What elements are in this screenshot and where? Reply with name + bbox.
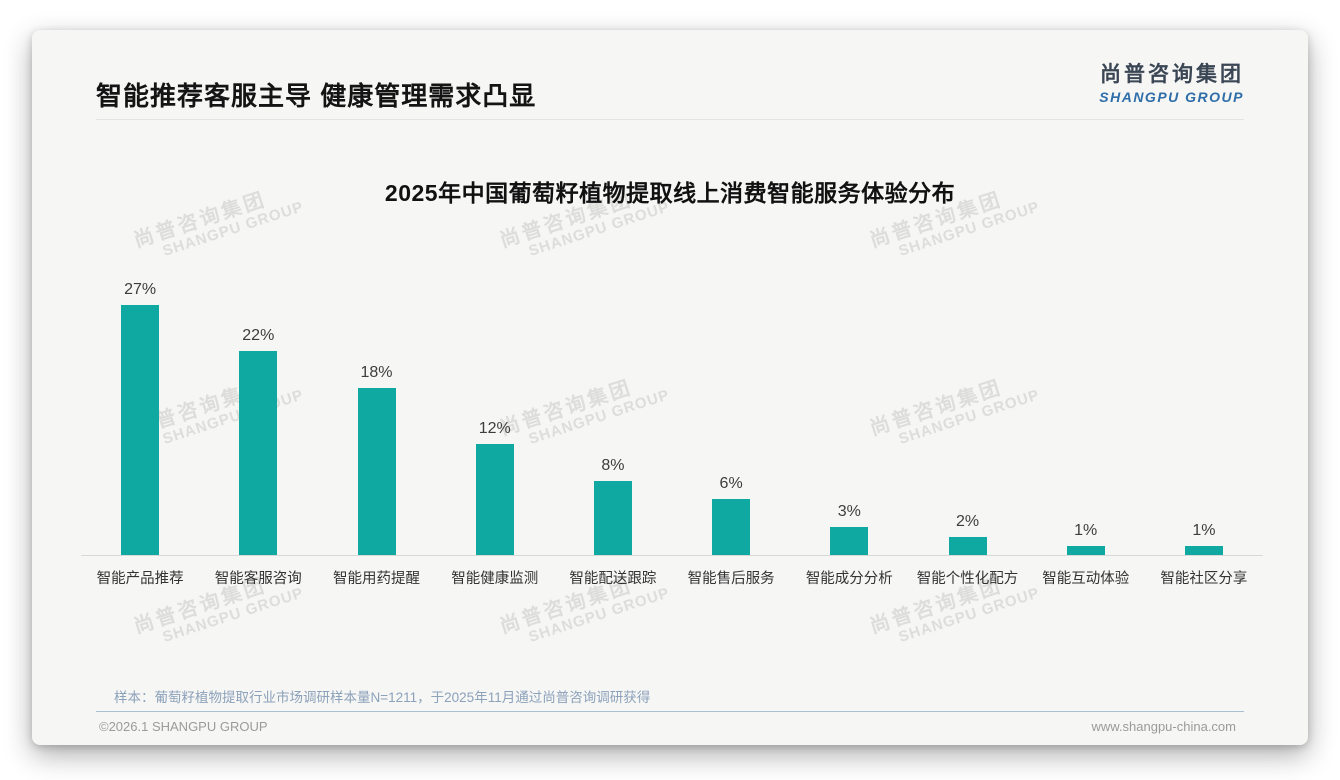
bar-column: 6% [672, 279, 790, 555]
bar-value-label: 8% [601, 456, 625, 474]
bar-column: 22% [199, 279, 317, 555]
bar [1066, 545, 1105, 555]
bar-value-label: 1% [1192, 521, 1216, 539]
bar-value-label: 3% [837, 503, 861, 521]
bar-column: 12% [436, 279, 554, 555]
bar-value-label: 22% [242, 327, 275, 345]
category-label: 智能个性化配方 [916, 571, 1019, 587]
slide-footer: ©2026.1 SHANGPU GROUP www.shangpu-china.… [99, 719, 1236, 734]
category-label: 智能配送跟踪 [569, 571, 657, 587]
logo-en-text: SHANGPU GROUP [1099, 89, 1244, 105]
bar-value-label: 1% [1074, 521, 1098, 539]
bar [1184, 545, 1223, 555]
company-logo: 尚普咨询集团 SHANGPU GROUP [1099, 58, 1244, 105]
bar-chart: 27% 22% 18% 12% 8% 6% 3% 2% 1% 1% [81, 279, 1263, 556]
category-label: 智能社区分享 [1160, 571, 1248, 587]
bar-column: 2% [908, 279, 1026, 555]
bar [357, 388, 396, 555]
logo-cn-text: 尚普咨询集团 [1100, 63, 1244, 86]
bar-column: 3% [790, 279, 908, 555]
category-label: 智能产品推荐 [96, 571, 184, 587]
category-label: 智能售后服务 [687, 571, 775, 587]
bar-value-label: 18% [360, 364, 393, 382]
category-label: 智能互动体验 [1042, 571, 1130, 587]
footer-copyright: ©2026.1 SHANGPU GROUP [99, 719, 268, 734]
bar-value-label: 6% [719, 475, 743, 493]
bar [712, 499, 751, 555]
bar [475, 443, 514, 555]
bar-column: 1% [1027, 279, 1145, 555]
footer-website: www.shangpu-china.com [1091, 719, 1236, 734]
category-label: 智能客服咨询 [214, 571, 302, 587]
footer-divider [96, 711, 1244, 712]
bar [593, 480, 632, 555]
bar [830, 527, 869, 555]
chart-title: 2025年中国葡萄籽植物提取线上消费智能服务体验分布 [384, 180, 956, 206]
sample-note: 样本：葡萄籽植物提取行业市场调研样本量N=1211，于2025年11月通过尚普咨… [114, 690, 651, 705]
bar-column: 1% [1145, 279, 1263, 555]
category-label: 智能健康监测 [451, 571, 539, 587]
category-label: 智能用药提醒 [333, 571, 420, 587]
category-label: 智能成分分析 [805, 571, 893, 587]
bar-column: 8% [554, 279, 672, 555]
header-divider [96, 119, 1244, 120]
bar-column: 18% [317, 279, 435, 555]
bar-value-label: 2% [955, 512, 980, 530]
bar-value-label: 12% [478, 419, 511, 437]
bar [121, 305, 160, 555]
bar [948, 536, 987, 555]
page-title: 智能推荐客服主导 健康管理需求凸显 [96, 81, 537, 111]
bar-column: 27% [81, 279, 199, 555]
slide-card: 尚普咨询集团 SHANGPU GROUP 尚普咨询集团 SHANGPU GROUP 尚普… [32, 30, 1308, 745]
bar [239, 351, 278, 555]
bar-value-label: 27% [124, 281, 157, 298]
category-axis: 智能产品推荐 智能客服咨询 智能用药提醒 智能健康监测 智能配送跟踪 智能售后服… [81, 567, 1263, 588]
